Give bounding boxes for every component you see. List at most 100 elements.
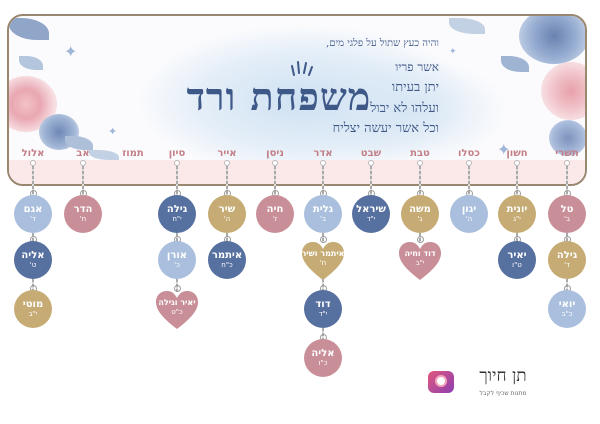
month-label: שבט — [360, 148, 382, 159]
tag-date: ג' — [417, 215, 423, 223]
tag-date: ט"ו — [512, 261, 522, 269]
heart-shape — [399, 242, 441, 280]
tag-name: דוד — [315, 299, 331, 310]
month-label: טבת — [410, 148, 430, 159]
blessing-line: וכל אשר יעשה יצליח — [332, 121, 439, 136]
chain-link — [82, 166, 84, 197]
chain-link — [32, 166, 34, 197]
sparkle-icon: ✦ — [497, 140, 511, 159]
birthday-circle-tag: מוטי י"ב — [14, 290, 52, 328]
birthday-circle-tag: אגם ד' — [14, 195, 52, 233]
month-label: אייר — [217, 148, 237, 159]
tag-name: יאיר וגילה — [158, 298, 196, 307]
tag-date: ה' — [465, 215, 473, 223]
month-label: תשרי — [555, 148, 579, 159]
chain-link — [274, 166, 276, 197]
tag-name: אליה — [311, 348, 335, 359]
tag-name: מוטי — [22, 299, 44, 310]
birthday-circle-tag: יאיר ט"ו — [498, 241, 536, 279]
month-label: אלול — [21, 148, 45, 159]
hanging-hook — [320, 160, 326, 166]
tag-date: ה' — [223, 215, 231, 223]
hanging-hook — [30, 160, 36, 166]
leaf-decoration — [65, 136, 93, 150]
tag-date: כ"ב — [561, 310, 573, 318]
tag-name: דוד וחיה — [404, 249, 436, 258]
tag-date: י"ד — [366, 215, 376, 223]
hanging-hook — [174, 160, 180, 166]
birthday-circle-tag: אליה כ"ו — [304, 339, 342, 377]
tag-name: חיה — [266, 204, 284, 215]
couple-heart-tag: איתמר ושיר ח' — [300, 240, 346, 282]
tag-name: גלית — [312, 204, 334, 215]
tag-date: ט' — [29, 261, 37, 269]
tag-name: יאיר — [507, 250, 527, 261]
jump-ring — [319, 236, 327, 243]
tag-date: כ' — [174, 261, 180, 269]
month-label: סיון — [168, 148, 186, 159]
brand-logo: תן חיוך מתנות שכיף לקבל — [428, 366, 568, 406]
hanging-hook — [466, 160, 472, 166]
blue-flower-decoration — [549, 120, 585, 156]
birthday-circle-tag: דוד י"ד — [304, 290, 342, 328]
tag-name: יונית — [506, 204, 528, 215]
brand-name: תן חיוך — [479, 366, 527, 386]
tag-name: יואי — [558, 299, 576, 310]
heart-shape — [156, 291, 198, 329]
blessing-line: יתן בעיתו — [391, 80, 439, 95]
family-title: משפחת ורד — [186, 74, 372, 119]
leaf-decoration — [19, 56, 43, 70]
month-label: ניסן — [266, 148, 284, 159]
birthday-circle-tag: טל ב' — [548, 195, 586, 233]
leaf-decoration — [9, 18, 49, 40]
camera-heart-icon — [428, 371, 454, 393]
jump-ring — [173, 285, 181, 292]
birthday-circle-tag: שיראל י"ד — [352, 195, 390, 233]
sparkle-icon: ✦ — [108, 125, 118, 138]
hanging-hook — [564, 160, 570, 166]
chain-link — [226, 166, 228, 197]
tag-name: אורן — [166, 250, 188, 261]
chain-link — [370, 166, 372, 197]
tag-date: ז' — [272, 215, 278, 223]
birthday-circle-tag: אליה ט' — [14, 241, 52, 279]
tag-name: גילה — [556, 250, 578, 261]
tag-date: כ"ט — [171, 308, 183, 316]
tag-name: גילה — [166, 204, 188, 215]
hanging-hook — [514, 160, 520, 166]
tag-date: כ"ח — [221, 261, 233, 269]
chain-link — [516, 166, 518, 197]
birthday-circle-tag: הדר ח' — [64, 195, 102, 233]
birthday-circle-tag: אורן כ' — [158, 241, 196, 279]
tag-name: שיר — [218, 204, 236, 215]
birthday-circle-tag: משה ג' — [401, 195, 439, 233]
chain-link — [566, 166, 568, 197]
hanging-hook — [368, 160, 374, 166]
tag-date: י"ג — [513, 215, 521, 223]
tag-date: ב' — [564, 215, 570, 223]
chain-link — [176, 166, 178, 197]
heart-shape — [302, 242, 344, 280]
months-strip — [9, 160, 585, 184]
tag-name: טל — [560, 204, 574, 215]
sparkle-icon: ✦ — [64, 42, 78, 61]
blue-flower-decoration — [519, 16, 585, 64]
blessing-line: ועלהו לא יבול — [370, 101, 439, 116]
tag-date: י"ב — [28, 310, 38, 318]
family-birthday-board: ✦ ✦ ✦ ✦ משפחת ורד והיה כעץ שתול על פלגי … — [7, 14, 587, 186]
blessing-line: והיה כעץ שתול על פלגי מים, — [326, 38, 439, 49]
leaf-decoration — [449, 18, 485, 34]
couple-heart-tag: יאיר וגילה כ"ט — [154, 289, 200, 331]
month-label: אב — [76, 148, 90, 159]
birthday-circle-tag: חיה ז' — [256, 195, 294, 233]
hanging-hook — [80, 160, 86, 166]
sparkle-icon: ✦ — [449, 47, 457, 57]
chain-link — [468, 166, 470, 197]
tag-name: איתמר — [211, 250, 243, 261]
chain-link — [419, 166, 421, 197]
tag-name: איתמר ושיר — [301, 249, 345, 258]
tag-name: יגון — [461, 204, 477, 215]
hanging-hook — [224, 160, 230, 166]
leaf-decoration — [501, 56, 529, 72]
hanging-hook — [272, 160, 278, 166]
